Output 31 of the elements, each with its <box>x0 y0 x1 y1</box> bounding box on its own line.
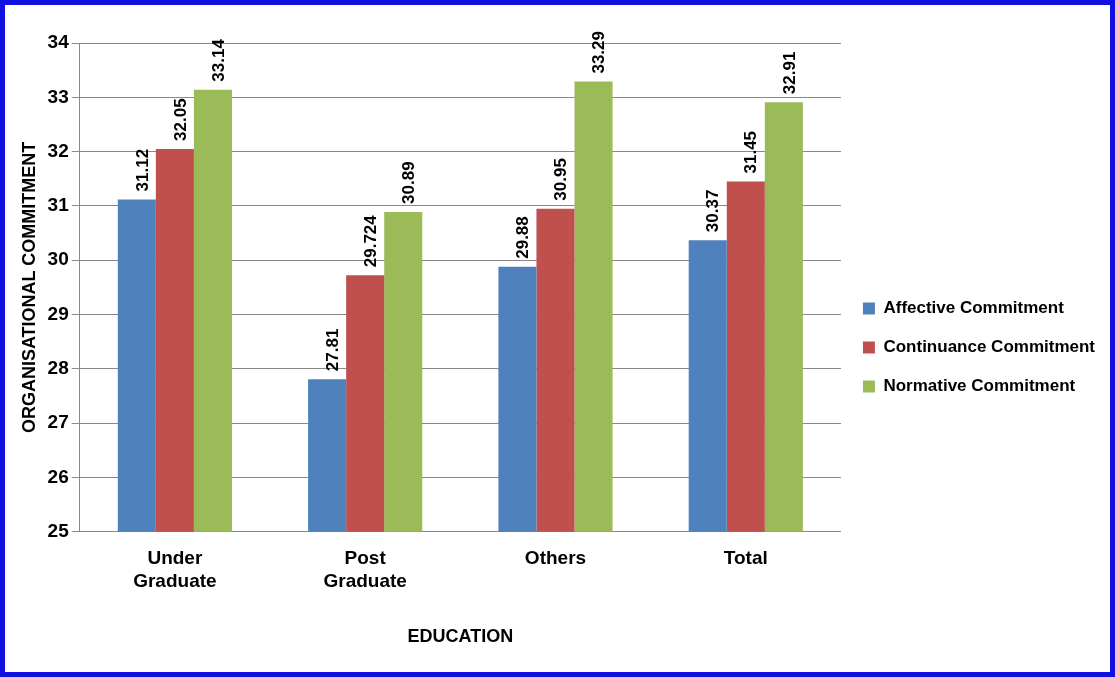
data-label: 32.05 <box>170 98 190 141</box>
legend-label: Continuance Commitment <box>883 337 1096 357</box>
x-tick-label: Total <box>723 547 768 569</box>
y-tick-label: 31 <box>47 194 70 216</box>
data-label: 30.95 <box>551 158 571 201</box>
x-tick-label: Post Graduate <box>323 547 407 592</box>
x-axis-title: EDUCATION <box>407 626 514 647</box>
data-label: 29.724 <box>360 214 380 268</box>
y-tick-label: 30 <box>47 248 69 270</box>
data-label: 30.89 <box>398 161 418 204</box>
data-label: 30.37 <box>703 189 723 233</box>
data-label: 27.81 <box>322 328 342 372</box>
y-tick-label: 34 <box>47 31 70 53</box>
y-tick-label: 29 <box>47 302 69 324</box>
x-tick-label: Under Graduate <box>133 547 217 592</box>
legend-label: Affective Commitment <box>883 298 1065 318</box>
data-label: 33.29 <box>589 31 609 74</box>
data-label: 33.14 <box>208 38 228 82</box>
y-tick-label: 25 <box>47 520 70 542</box>
data-label: 31.12 <box>132 148 152 192</box>
y-axis-title: ORGANISATIONAL COMMITMENT <box>18 141 39 434</box>
legend-label: Normative Commitment <box>883 376 1076 396</box>
y-tick-label: 32 <box>47 139 69 161</box>
y-tick-label: 26 <box>47 465 69 487</box>
x-tick-label: Others <box>524 547 587 569</box>
y-tick-label: 27 <box>47 411 69 433</box>
y-tick-label: 33 <box>47 85 69 107</box>
data-label: 32.91 <box>779 51 799 95</box>
data-label: 31.45 <box>741 130 761 174</box>
y-tick-label: 28 <box>47 357 69 379</box>
data-label: 29.88 <box>513 216 533 259</box>
